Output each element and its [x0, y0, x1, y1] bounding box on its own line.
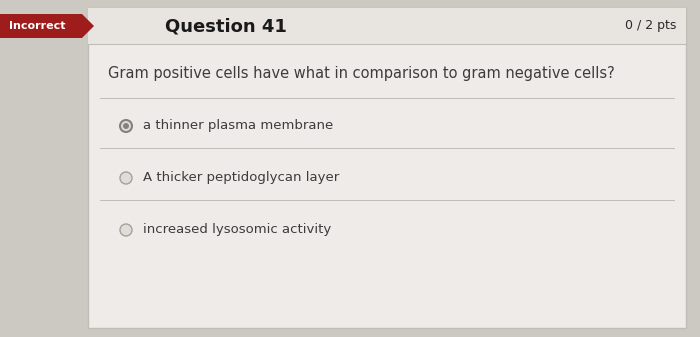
Text: 0 / 2 pts: 0 / 2 pts	[624, 20, 676, 32]
Polygon shape	[82, 14, 94, 38]
Text: Question 41: Question 41	[165, 17, 287, 35]
Circle shape	[123, 123, 129, 129]
Text: increased lysosomic activity: increased lysosomic activity	[143, 223, 331, 237]
Text: Incorrect: Incorrect	[8, 21, 65, 31]
FancyBboxPatch shape	[0, 14, 82, 38]
Text: Gram positive cells have what in comparison to gram negative cells?: Gram positive cells have what in compari…	[108, 66, 615, 81]
Circle shape	[120, 172, 132, 184]
FancyBboxPatch shape	[88, 8, 686, 44]
Circle shape	[120, 224, 132, 236]
FancyBboxPatch shape	[88, 8, 686, 328]
Circle shape	[120, 120, 132, 132]
Text: a thinner plasma membrane: a thinner plasma membrane	[143, 120, 333, 132]
Text: A thicker peptidoglycan layer: A thicker peptidoglycan layer	[143, 172, 340, 184]
